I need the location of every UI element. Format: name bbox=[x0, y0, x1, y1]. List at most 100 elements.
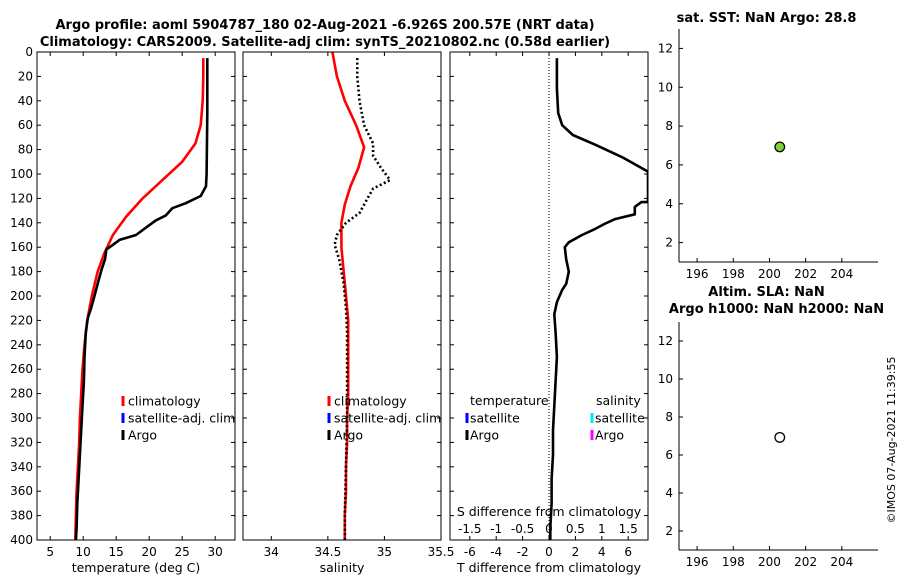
temperature-legend-label-2: Argo bbox=[128, 428, 157, 443]
sla-ytick-label: 6 bbox=[665, 448, 673, 462]
figure-title-line2: Climatology: CARS2009. Satellite-adj cli… bbox=[40, 35, 610, 50]
salinity-frame bbox=[242, 51, 442, 541]
salinity-panel: 34 34.5 35 35.5 salinity climatology satellite… bbox=[242, 51, 455, 575]
temperature-ytick-label: 340 bbox=[10, 460, 33, 474]
salinity-legend-label-2: Argo bbox=[334, 428, 363, 443]
sla-ytick-label: 8 bbox=[665, 410, 673, 424]
difference-legend-s-label-0: satellite bbox=[595, 411, 645, 426]
difference-stick-label: -1 bbox=[490, 522, 502, 536]
difference-xtick-label: -6 bbox=[464, 545, 476, 559]
temperature-panel: 5 10 15 20 25 30 temperature (deg C) 0 20 40 60 80 1… bbox=[10, 45, 236, 575]
temperature-legend-label-1: satellite-adj. clim bbox=[128, 411, 235, 426]
sla-xtick-label: 204 bbox=[830, 555, 853, 569]
temperature-ytick-label: 240 bbox=[10, 338, 33, 352]
temperature-legend-label-0: climatology bbox=[128, 394, 201, 409]
difference-legend-s-label-1: Argo bbox=[595, 428, 624, 443]
sst-xtick-label: 200 bbox=[758, 267, 781, 281]
difference-legend-temperature-title: temperature bbox=[470, 393, 549, 408]
sla-title-line2: Argo h1000: NaN h2000: NaN bbox=[669, 302, 884, 317]
temperature-ytick-label: 60 bbox=[18, 118, 33, 132]
difference-xtick-label: -4 bbox=[490, 545, 502, 559]
sla-title-line1: Altim. SLA: NaN bbox=[708, 285, 824, 300]
temperature-ytick-label: 360 bbox=[10, 484, 33, 498]
difference-series-argo-t-diff bbox=[548, 58, 648, 540]
sla-xtick-label: 198 bbox=[722, 555, 745, 569]
temperature-xtick-label: 10 bbox=[76, 545, 91, 559]
temperature-ytick-label: 140 bbox=[10, 216, 33, 230]
sla-xtick-label: 196 bbox=[686, 555, 709, 569]
sst-point bbox=[774, 141, 786, 153]
sst-ytick-label: 6 bbox=[665, 158, 673, 172]
temperature-series-climatology bbox=[74, 58, 205, 540]
sst-ytick-label: 2 bbox=[665, 236, 673, 250]
temperature-ytick-label: 280 bbox=[10, 387, 33, 401]
temperature-ytick-label: 300 bbox=[10, 411, 33, 425]
salinity-xlabel: salinity bbox=[320, 560, 365, 575]
sla-ytick-label: 10 bbox=[658, 372, 673, 386]
imos-timestamp-label: ©IMOS 07-Aug-2021 11:39:55 bbox=[885, 357, 898, 524]
temperature-ytick-label: 80 bbox=[18, 143, 33, 157]
sla-xtick-label: 200 bbox=[758, 555, 781, 569]
difference-xtick-label: -2 bbox=[517, 545, 529, 559]
temperature-ytick-label: 180 bbox=[10, 265, 33, 279]
salinity-xtick-label: 34.5 bbox=[314, 545, 341, 559]
salinity-series-climatology bbox=[331, 52, 366, 540]
sst-ytick-label: 4 bbox=[665, 197, 673, 211]
sst-ytick-label: 8 bbox=[665, 119, 673, 133]
sla-ytick-label: 4 bbox=[665, 486, 673, 500]
temperature-ytick-label: 0 bbox=[25, 45, 33, 59]
temperature-ytick-label: 40 bbox=[18, 94, 33, 108]
difference-xlabel-top: S difference from climatology bbox=[457, 504, 642, 519]
temperature-xtick-label: 25 bbox=[175, 545, 190, 559]
salinity-xtick-label: 35.5 bbox=[428, 545, 455, 559]
salinity-legend-label-1: satellite-adj. clim bbox=[334, 411, 441, 426]
temperature-ytick-label: 200 bbox=[10, 289, 33, 303]
temperature-ytick-label: 260 bbox=[10, 362, 33, 376]
temperature-ytick-label: 20 bbox=[18, 69, 33, 83]
figure-title-line1: Argo profile: aoml 5904787_180 02-Aug-20… bbox=[55, 18, 594, 33]
difference-stick-label: 0 bbox=[545, 522, 553, 536]
temperature-ytick-label: 100 bbox=[10, 167, 33, 181]
sst-ytick-label: 10 bbox=[658, 80, 673, 94]
sst-title: sat. SST: NaN Argo: 28.8 bbox=[677, 11, 857, 26]
temperature-ytick-label: 160 bbox=[10, 240, 33, 254]
difference-xlabel: T difference from climatology bbox=[456, 560, 642, 575]
difference-xtick-label: 4 bbox=[598, 545, 606, 559]
temperature-ytick-label: 400 bbox=[10, 533, 33, 547]
sst-panel: 196 198 200 202 204 2 4 6 8 10 12 sat. SST: NaN Arg… bbox=[658, 11, 878, 281]
temperature-xtick-label: 20 bbox=[142, 545, 157, 559]
salinity-series-argo bbox=[333, 58, 392, 540]
difference-panel: -6 -4 -2 0 2 4 6T difference from climatology S… bbox=[449, 51, 649, 575]
sla-panel: 196 198 200 202 204 2 4 6 8 10 12 Altim. SLA: NaN Ar… bbox=[658, 285, 884, 569]
sst-xtick-label: 204 bbox=[830, 267, 853, 281]
sst-xtick-label: 198 bbox=[722, 267, 745, 281]
difference-xtick-label: 0 bbox=[545, 545, 553, 559]
temperature-ytick-label: 380 bbox=[10, 509, 33, 523]
temperature-xtick-label: 30 bbox=[208, 545, 223, 559]
temperature-xtick-label: 15 bbox=[109, 545, 124, 559]
salinity-xtick-label: 35 bbox=[377, 545, 392, 559]
salinity-legend-label-0: climatology bbox=[334, 394, 407, 409]
difference-legend-salinity-title: salinity bbox=[596, 393, 641, 408]
difference-stick-label: -0.5 bbox=[511, 522, 534, 536]
sla-ytick-label: 12 bbox=[658, 334, 673, 348]
temperature-xtick-label: 5 bbox=[46, 545, 54, 559]
sst-xtick-label: 202 bbox=[794, 267, 817, 281]
temperature-ytick-label: 320 bbox=[10, 435, 33, 449]
sla-xtick-label: 202 bbox=[794, 555, 817, 569]
difference-legend-t-label-1: Argo bbox=[470, 428, 499, 443]
temperature-series-argo bbox=[74, 58, 209, 540]
temperature-frame bbox=[36, 51, 236, 541]
difference-stick-label: 1 bbox=[598, 522, 606, 536]
sst-xtick-label: 196 bbox=[686, 267, 709, 281]
sst-ytick-label: 12 bbox=[658, 41, 673, 55]
sla-ytick-label: 2 bbox=[665, 524, 673, 538]
difference-stick-label: 0.5 bbox=[566, 522, 585, 536]
difference-legend-t-label-0: satellite bbox=[470, 411, 520, 426]
temperature-xlabel: temperature (deg C) bbox=[72, 560, 201, 575]
temperature-ytick-label: 220 bbox=[10, 313, 33, 327]
difference-stick-label: 1.5 bbox=[619, 522, 638, 536]
difference-xtick-label: 6 bbox=[624, 545, 632, 559]
